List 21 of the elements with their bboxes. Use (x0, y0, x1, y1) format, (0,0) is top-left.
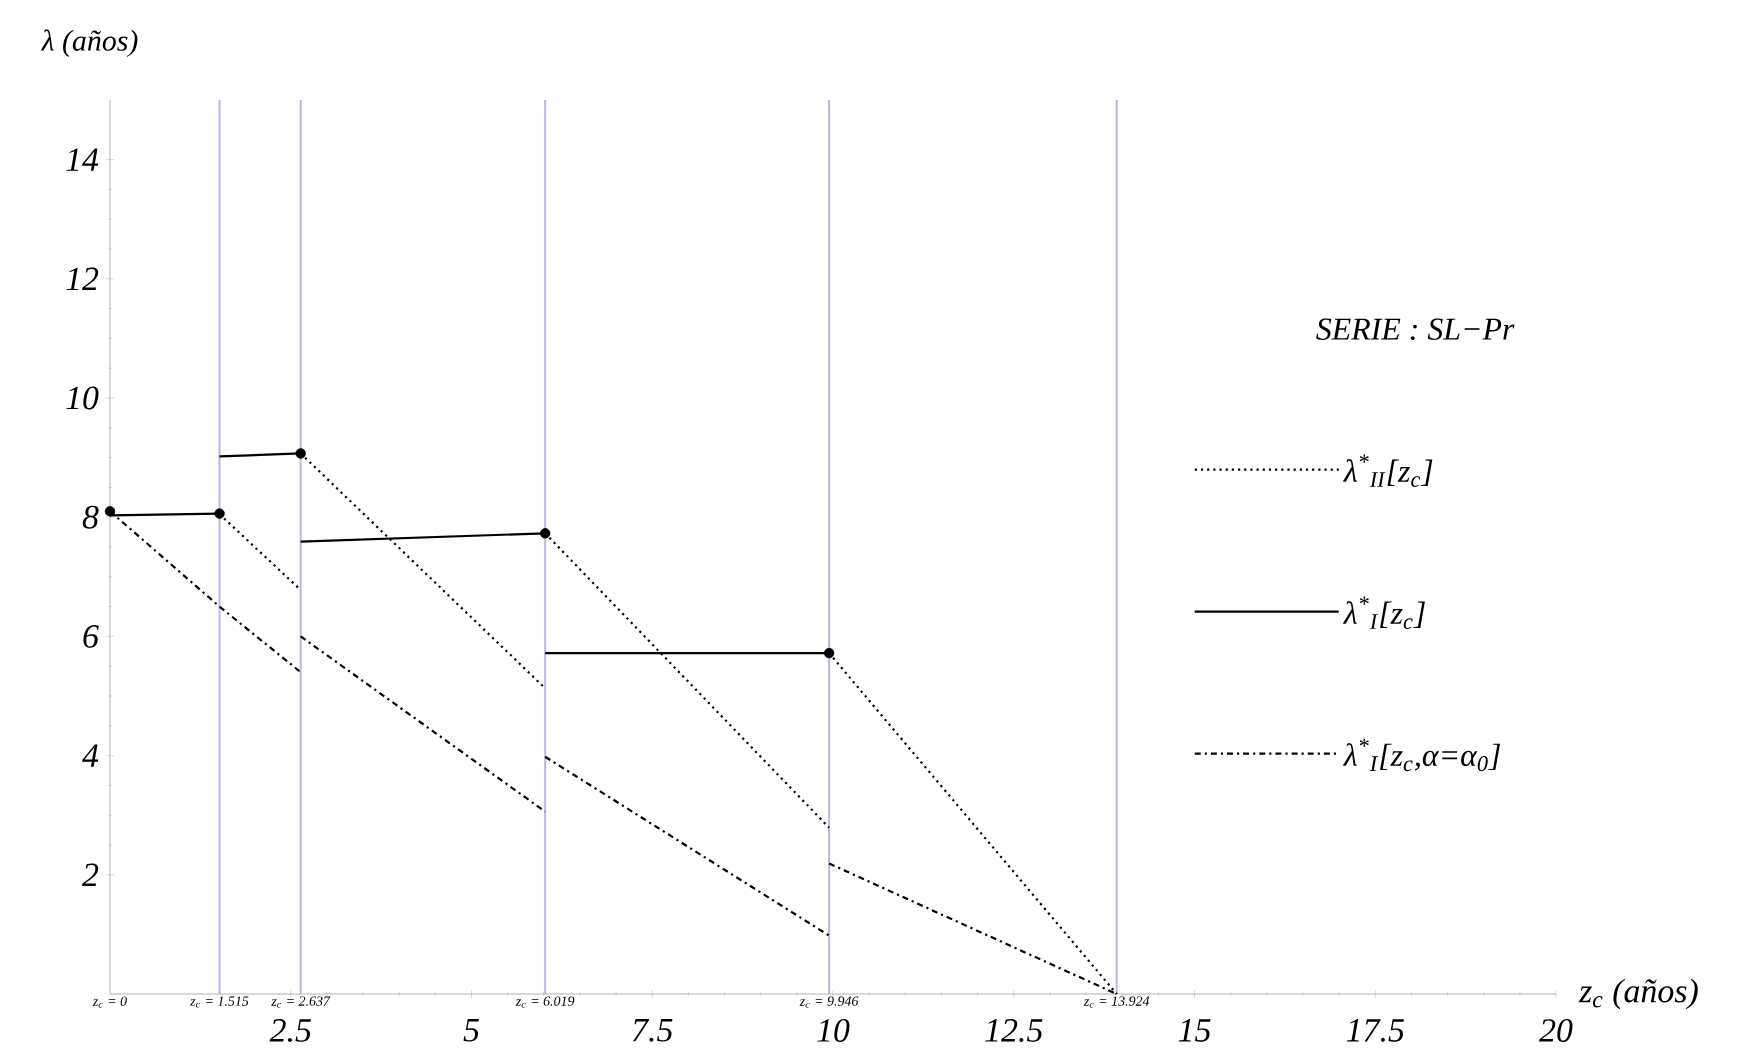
x-tick-label: 10 (817, 1019, 850, 1042)
legend-label: λ$^{*}$$_{II}$[z$_{c}$] (1343, 454, 1433, 488)
y-tick-label: 8 (82, 505, 99, 529)
y-tick-label: 4 (82, 744, 99, 767)
y-tick-label: 10 (66, 386, 99, 410)
legend-label: λ$^{*}$$_{I}$[z$_{c}$] (1343, 596, 1425, 630)
y-tick-label: 14 (66, 148, 99, 171)
x-tick-label: 2.5 (269, 1019, 311, 1042)
x-tick-label: 15 (1178, 1019, 1211, 1042)
x-tick-label: 17.5 (1346, 1019, 1404, 1042)
x-tick-label: 20 (1539, 1019, 1573, 1042)
x-axis-title: z$_{c}$ (años) (1578, 978, 1698, 1010)
x-tick-label: 7.5 (633, 1019, 673, 1042)
y-tick-label: 6 (83, 625, 99, 648)
legend-label: λ$^{*}$$_{I}$[z$_{c}$,α=α$_{0}$] (1343, 738, 1501, 772)
y-tick-label: 12 (66, 267, 99, 291)
x-tick-label: 5 (463, 1019, 479, 1042)
y-tick-label: 2 (82, 863, 99, 887)
x-tick-label: 12.5 (985, 1019, 1043, 1042)
legend-title: SERIE : SL−Pr (1316, 318, 1515, 340)
y-axis-title: λ (años) (40, 29, 138, 57)
